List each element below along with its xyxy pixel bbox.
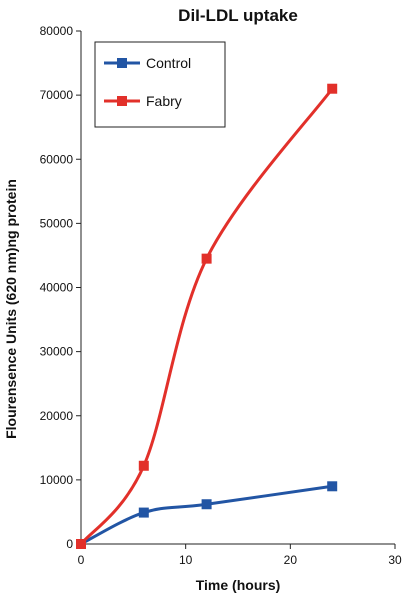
series-line-control xyxy=(80,484,333,546)
x-tick-label: 10 xyxy=(179,553,193,567)
y-tick-label: 10000 xyxy=(40,473,74,487)
legend-box xyxy=(94,41,226,128)
data-point-fabry xyxy=(201,253,212,264)
chart-title: DiI-LDL uptake xyxy=(178,6,298,25)
y-tick-label: 70000 xyxy=(40,88,74,102)
data-point-control xyxy=(138,507,149,518)
y-tick-label: 80000 xyxy=(40,24,74,38)
legend-label-control: Control xyxy=(146,55,191,71)
y-axis-label: Flourensence Units (620 nm)ng protein xyxy=(3,179,19,439)
series-layer xyxy=(76,83,338,549)
legend-label-fabry: Fabry xyxy=(146,93,182,109)
y-tick-label: 20000 xyxy=(40,409,74,423)
y-tick-label: 0 xyxy=(66,537,73,551)
y-tick-label: 40000 xyxy=(40,281,74,295)
data-point-fabry xyxy=(76,539,86,549)
axes: 0 10000 20000 30000 40000 50000 60000 70000 8000… xyxy=(40,24,402,567)
y-tick-label: 60000 xyxy=(40,152,74,166)
x-tick-label: 0 xyxy=(78,553,85,567)
data-point-control xyxy=(327,481,338,492)
data-point-control xyxy=(201,499,212,510)
legend-marker-fabry xyxy=(117,96,127,106)
x-tick-label: 30 xyxy=(388,553,402,567)
series-line-fabry xyxy=(79,87,334,545)
legend-marker-control xyxy=(117,58,127,68)
legend: Control Fabry xyxy=(94,41,226,128)
x-axis-label: Time (hours) xyxy=(196,577,281,593)
y-tick-label: 30000 xyxy=(40,345,74,359)
data-point-fabry xyxy=(138,460,149,471)
y-tick-label: 50000 xyxy=(40,216,74,230)
x-tick-label: 20 xyxy=(284,553,298,567)
data-point-fabry xyxy=(327,83,338,94)
